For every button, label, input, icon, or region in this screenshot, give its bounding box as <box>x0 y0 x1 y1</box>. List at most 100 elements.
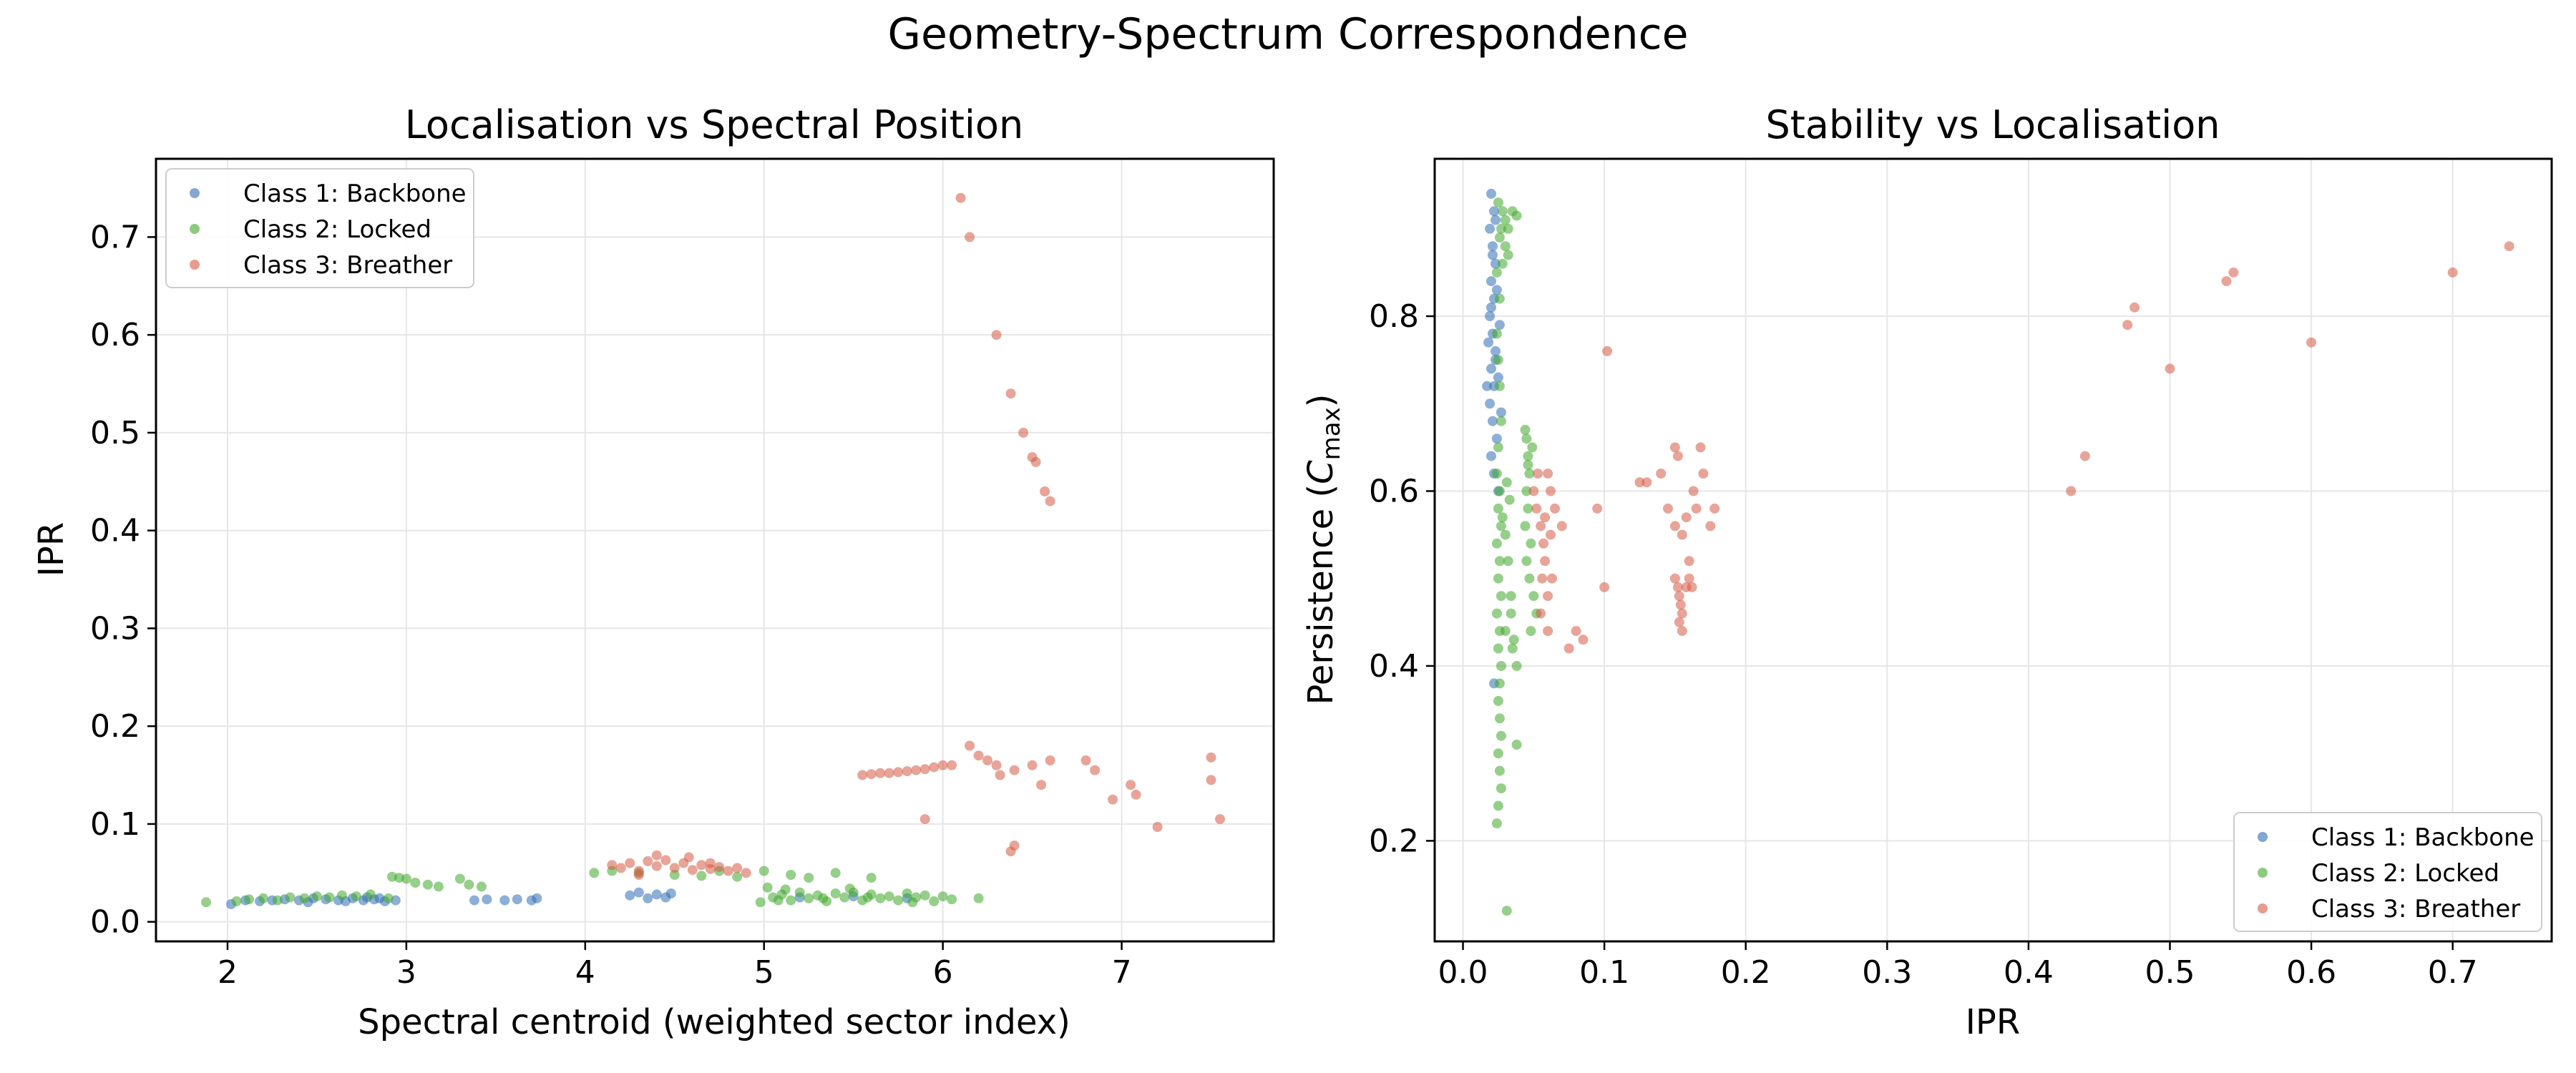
right-point-class2 <box>1493 800 1503 811</box>
left-point-class2 <box>589 868 600 878</box>
right-point-class3 <box>1698 469 1709 479</box>
right-point-class1 <box>1485 223 1496 234</box>
right-point-class3 <box>1592 503 1603 514</box>
right-point-class2 <box>1527 442 1538 453</box>
right-point-class1 <box>1486 451 1496 461</box>
right-point-class2 <box>1524 469 1535 479</box>
left-point-class1 <box>532 893 542 903</box>
left-point-class3 <box>893 767 904 778</box>
right-axes-frame <box>1433 157 2553 943</box>
left-point-class3 <box>687 865 698 876</box>
right-point-class3 <box>2066 486 2077 496</box>
left-point-class3 <box>1206 752 1216 763</box>
left-point-class1 <box>499 895 510 906</box>
right-point-class3 <box>2165 363 2175 374</box>
left-point-class3 <box>741 868 751 878</box>
right-point-class2 <box>1491 818 1502 828</box>
right-point-class2 <box>1521 556 1532 567</box>
left-point-class3 <box>884 768 894 778</box>
right-point-class2 <box>1496 661 1506 671</box>
right-x-tick-label: 0.3 <box>1862 954 1912 991</box>
left-point-class2 <box>383 893 394 903</box>
left-point-class3 <box>714 862 725 873</box>
left-legend-marker-class2 <box>190 224 200 234</box>
left-point-class3 <box>683 852 694 863</box>
left-point-class2 <box>732 871 743 882</box>
right-point-class2 <box>1493 197 1503 208</box>
left-point-class2 <box>875 893 886 903</box>
left-point-class3 <box>1090 765 1101 775</box>
right-point-class2 <box>1526 626 1536 637</box>
left-point-class1 <box>651 889 662 900</box>
right-point-class1 <box>1488 241 1498 252</box>
right-legend-marker-class3 <box>2258 903 2268 913</box>
right-point-class3 <box>1677 608 1687 619</box>
right-y-tick-label: 0.6 <box>1369 473 1419 509</box>
left-axes-frame <box>155 157 1275 943</box>
left-point-class2 <box>231 896 242 906</box>
right-point-class2 <box>1496 223 1506 234</box>
right-point-class3 <box>2447 267 2458 278</box>
right-point-class2 <box>1520 521 1531 531</box>
right-point-class1 <box>1486 276 1496 287</box>
left-point-class2 <box>919 890 930 901</box>
left-point-class2 <box>336 890 347 901</box>
right-point-class2 <box>1511 740 1522 750</box>
left-point-class3 <box>669 863 680 873</box>
right-point-class1 <box>1493 372 1503 383</box>
right-point-class2 <box>1501 906 1512 916</box>
right-point-class2 <box>1493 573 1503 584</box>
right-point-class2 <box>1494 486 1505 496</box>
right-point-class3 <box>1531 503 1542 514</box>
right-point-class3 <box>1536 608 1546 619</box>
right-point-class3 <box>1709 503 1720 514</box>
right-point-class2 <box>1497 512 1508 523</box>
left-point-class2 <box>818 893 829 903</box>
right-point-class3 <box>1688 486 1699 496</box>
right-point-class2 <box>1493 748 1503 759</box>
left-point-class2 <box>804 873 814 883</box>
left-point-class3 <box>1215 814 1225 825</box>
left-point-class3 <box>643 856 653 866</box>
right-point-class2 <box>1497 258 1508 269</box>
right-point-class3 <box>1578 635 1589 645</box>
right-point-class2 <box>1491 469 1502 479</box>
left-point-class3 <box>902 766 912 777</box>
right-x-axis-label: IPR <box>1966 1002 2020 1042</box>
right-point-class3 <box>1540 556 1551 567</box>
left-point-class3 <box>965 232 975 242</box>
right-point-class2 <box>1493 695 1503 706</box>
left-x-tick-label: 3 <box>396 954 416 991</box>
right-legend-marker-class2 <box>2258 868 2268 878</box>
left-point-class3 <box>1126 780 1136 790</box>
left-point-class3 <box>660 855 671 866</box>
left-point-class1 <box>482 894 492 905</box>
right-legend-box <box>2233 812 2542 932</box>
left-point-class3 <box>615 863 626 873</box>
left-point-class3 <box>696 860 707 871</box>
left-x-tick-label: 5 <box>754 954 774 991</box>
left-point-class3 <box>965 740 975 751</box>
right-point-class3 <box>2306 337 2317 348</box>
right-point-class2 <box>1500 626 1511 637</box>
left-point-class1 <box>512 894 522 905</box>
right-point-class3 <box>1687 582 1697 592</box>
right-point-class3 <box>1691 503 1702 514</box>
left-point-class2 <box>884 891 894 902</box>
right-point-class2 <box>1503 556 1513 567</box>
left-point-class1 <box>625 890 635 901</box>
right-point-class2 <box>1497 206 1508 217</box>
left-point-class2 <box>866 873 877 883</box>
right-legend-label-class1: Class 1: Backbone <box>2311 823 2534 852</box>
right-point-class2 <box>1494 293 1505 304</box>
left-legend-label-class1: Class 1: Backbone <box>243 180 467 208</box>
right-y-tick-label: 0.4 <box>1369 648 1419 685</box>
left-point-class2 <box>476 881 487 892</box>
right-point-class3 <box>1669 442 1680 453</box>
left-point-class3 <box>1018 427 1029 438</box>
right-point-class3 <box>1536 521 1546 531</box>
right-point-class2 <box>1523 459 1533 470</box>
right-point-class2 <box>1511 210 1522 221</box>
right-point-class2 <box>1511 661 1522 671</box>
left-point-class3 <box>1131 789 1141 800</box>
